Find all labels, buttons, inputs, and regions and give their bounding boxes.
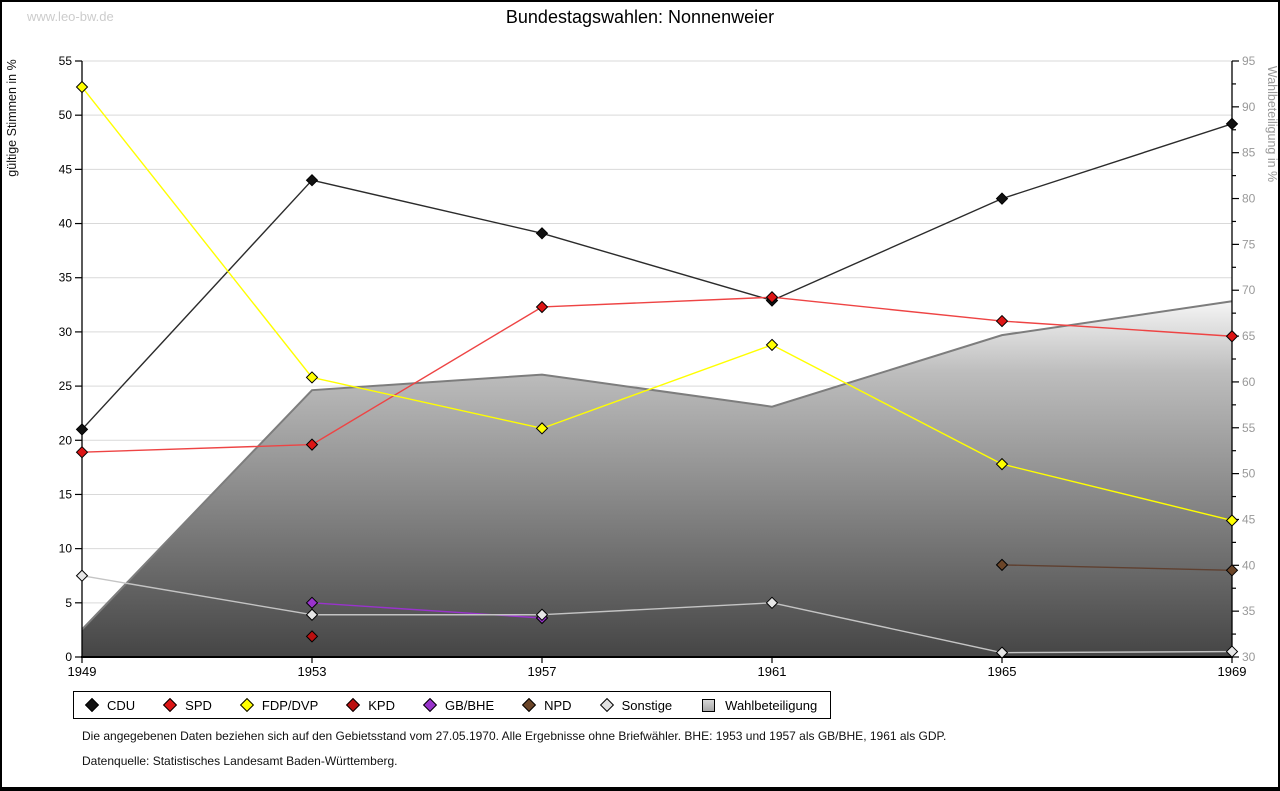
legend-item-sonstige: Sonstige (599, 697, 673, 713)
legend-label: NPD (544, 697, 572, 713)
footnote-source: Datenquelle: Statistisches Landesamt Bad… (82, 754, 398, 768)
legend-item-wahlbeteiligung: Wahlbeteiligung (702, 698, 817, 713)
legend-label: SPD (185, 697, 212, 713)
svg-text:1957: 1957 (528, 664, 557, 679)
legend-item-npd: NPD (522, 697, 572, 713)
diamond-marker-icon (522, 697, 537, 713)
svg-text:45: 45 (1242, 512, 1256, 526)
svg-text:45: 45 (59, 162, 73, 176)
legend-label: KPD (368, 697, 395, 713)
svg-text:35: 35 (1242, 604, 1256, 618)
chart-legend: CDU SPD FDP/DVP KPD GB/BHE NPD Sonstige Wahlbet… (73, 691, 832, 719)
legend-label: FDP/DVP (261, 697, 319, 713)
svg-text:1949: 1949 (68, 664, 97, 679)
svg-text:90: 90 (1242, 100, 1256, 114)
svg-text:1961: 1961 (758, 664, 787, 679)
svg-text:35: 35 (59, 271, 73, 285)
svg-text:70: 70 (1242, 283, 1256, 297)
svg-text:50: 50 (1242, 467, 1256, 481)
series-npd (1001, 564, 1233, 572)
diamond-marker-icon (346, 697, 361, 713)
markers-fdp-dvp (75, 80, 1239, 527)
legend-label: Wahlbeteiligung (725, 697, 818, 713)
svg-text:55: 55 (1242, 421, 1256, 435)
markers-sonstige (75, 569, 1239, 659)
diamond-marker-icon (84, 697, 100, 713)
svg-text:0: 0 (65, 650, 72, 664)
legend-label: CDU (107, 697, 136, 713)
legend-item-kpd: KPD (346, 697, 395, 713)
diamond-marker-icon (239, 697, 254, 713)
svg-text:40: 40 (1242, 558, 1256, 572)
markers-npd (995, 558, 1239, 577)
svg-text:55: 55 (59, 54, 73, 68)
right-axis-title: Wahlbeteiligung in % (1265, 66, 1279, 182)
svg-text:40: 40 (59, 217, 73, 231)
svg-text:80: 80 (1242, 192, 1256, 206)
legend-item-spd: SPD (163, 697, 212, 713)
axes: 0 5 10 15 20 25 30 35 40 45 50 55 30 35 40 45 50 55 60 65 70… (5, 54, 1279, 679)
election-chart: 0 5 10 15 20 25 30 35 40 45 50 55 30 35 40 45 50 55 60 65 70… (5, 54, 1279, 679)
svg-text:25: 25 (59, 379, 73, 393)
series-gb-bhe (311, 602, 543, 619)
turnout-area (81, 300, 1233, 657)
legend-item-cdu: CDU (84, 697, 136, 713)
svg-text:85: 85 (1242, 146, 1256, 160)
square-marker-icon (702, 698, 716, 712)
markers-spd (75, 291, 1239, 459)
svg-text:60: 60 (1242, 375, 1256, 389)
svg-text:1969: 1969 (1218, 664, 1247, 679)
markers-kpd (305, 630, 319, 643)
svg-text:1965: 1965 (988, 664, 1017, 679)
diamond-marker-icon (422, 697, 438, 713)
left-axis-title: gültige Stimmen in % (5, 59, 19, 176)
markers-cdu (75, 117, 1239, 436)
svg-text:30: 30 (59, 325, 73, 339)
legend-label: GB/BHE (444, 697, 495, 713)
series-sonstige (81, 575, 1233, 654)
diamond-marker-icon (599, 697, 614, 713)
watermark: www.leo-bw.de (27, 9, 114, 24)
footnote-data-note: Die angegebenen Daten beziehen sich auf … (82, 729, 947, 743)
legend-label: Sonstige (621, 697, 673, 713)
page-title: Bundestagswahlen: Nonnenweier (505, 7, 775, 27)
svg-text:15: 15 (59, 487, 73, 501)
series-fdp-dvp (81, 86, 1233, 522)
svg-text:10: 10 (59, 542, 73, 556)
svg-text:75: 75 (1242, 237, 1256, 251)
svg-text:20: 20 (59, 433, 73, 447)
diamond-marker-icon (163, 697, 178, 713)
svg-text:95: 95 (1242, 54, 1256, 68)
legend-item-gb-bhe: GB/BHE (422, 697, 495, 713)
svg-text:30: 30 (1242, 650, 1256, 664)
svg-text:65: 65 (1242, 329, 1256, 343)
legend-item-fdp-dvp: FDP/DVP (239, 697, 319, 713)
series-cdu (81, 123, 1233, 430)
series-spd (81, 296, 1233, 453)
svg-text:1953: 1953 (298, 664, 327, 679)
svg-text:5: 5 (65, 596, 72, 610)
svg-text:50: 50 (59, 108, 73, 122)
